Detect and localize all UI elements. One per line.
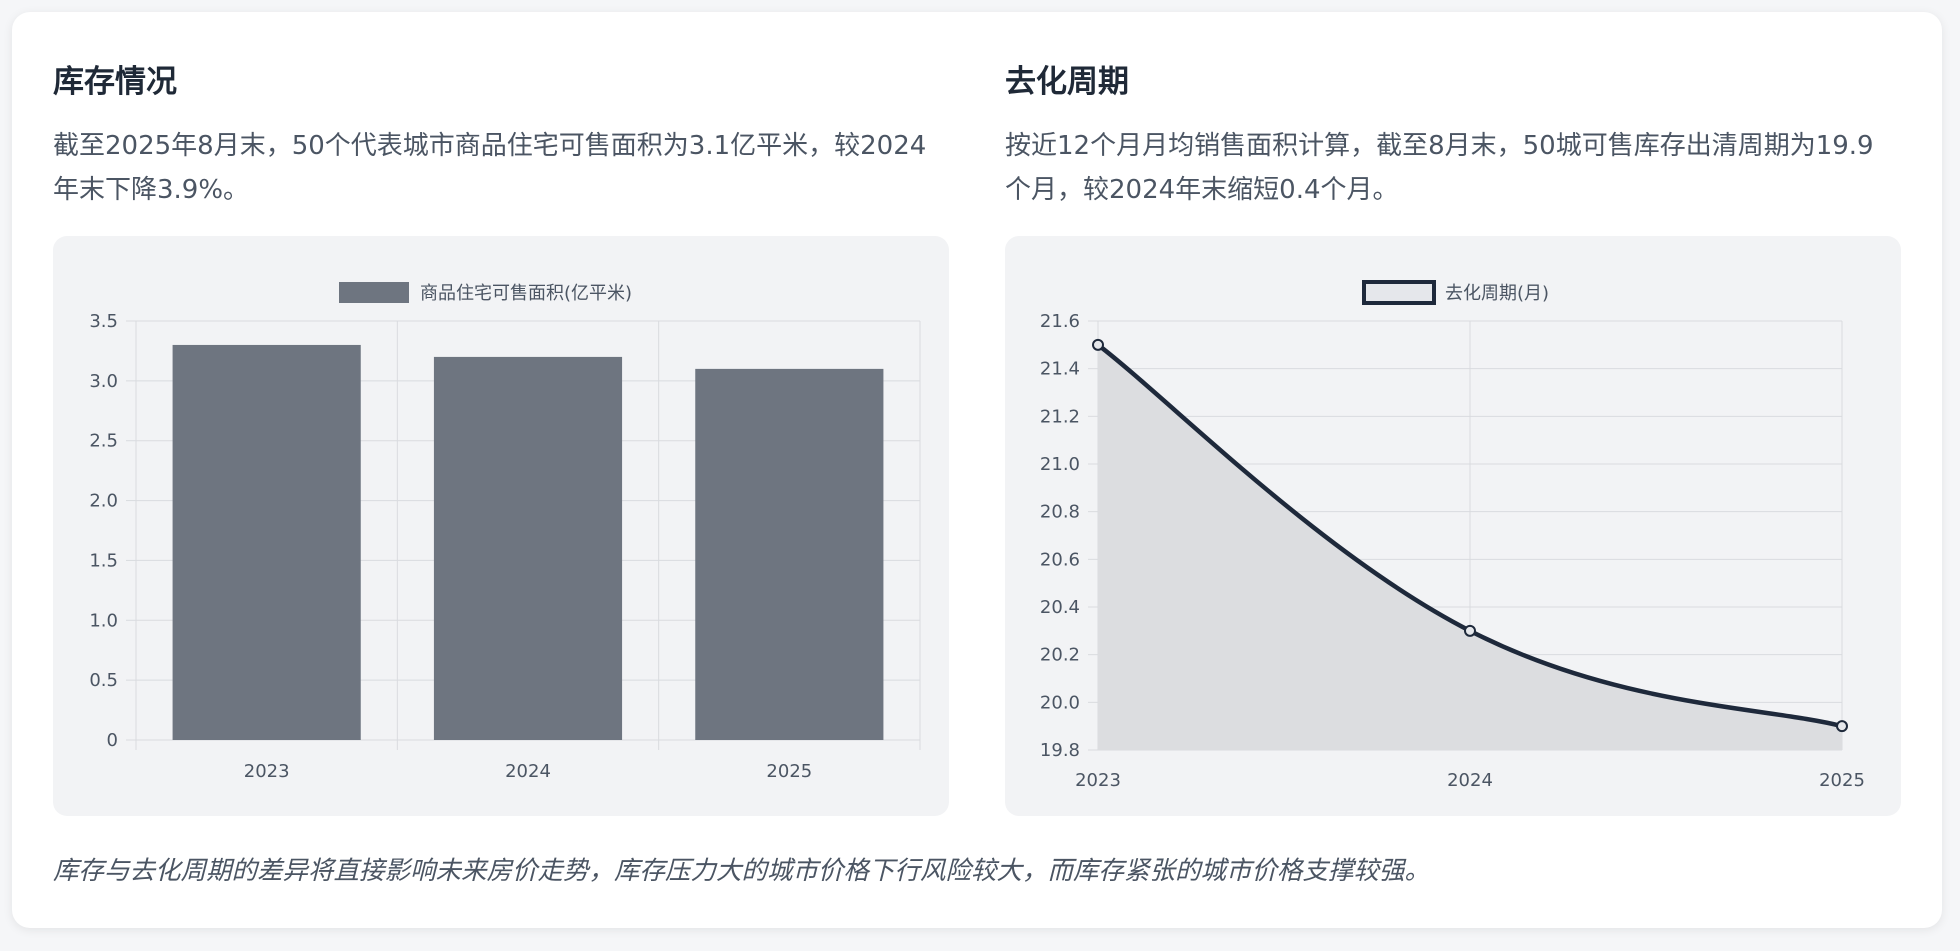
y-tick-label: 19.8 (1040, 740, 1080, 761)
y-tick-label: 21.4 (1040, 359, 1080, 380)
y-tick-label: 20.6 (1040, 549, 1080, 570)
inventory-bar-chart: 0 0.5 1.0 1.5 2.0 2.5 3.0 3.5 2023 2024 2025 商品住宅可售… (89, 282, 921, 782)
cycle-heading: 去化周期 (1005, 64, 1129, 100)
legend-swatch (339, 282, 409, 303)
area-fill (1098, 344, 1842, 750)
point-2023 (1092, 338, 1104, 351)
y-tick-label: 21.6 (1040, 311, 1080, 332)
y-tick-label: 1.0 (89, 610, 118, 631)
point-2025 (1836, 720, 1848, 733)
legend-swatch (1362, 280, 1436, 305)
y-tick-label: 21.0 (1040, 454, 1080, 475)
x-tick-label: 2025 (766, 761, 812, 782)
x-tick-label: 2024 (505, 761, 551, 782)
legend-label: 去化周期(月) (1445, 283, 1549, 304)
y-tick-label: 20.0 (1040, 692, 1080, 713)
footer-note: 库存与去化周期的差异将直接影响未来房价走势，库存压力大的城市价格下行风险较大，而… (53, 856, 1431, 886)
x-tick-label: 2023 (1075, 770, 1121, 791)
y-tick-label: 3.0 (89, 371, 118, 392)
y-tick-label: 2.0 (89, 491, 118, 512)
content-card: 库存情况 截至2025年8月末，50个代表城市商品住宅可售面积为3.1亿平米，较… (12, 12, 1942, 928)
x-tick-label: 2025 (1819, 770, 1865, 791)
y-tick-label: 20.2 (1040, 645, 1080, 666)
y-tick-label: 21.2 (1040, 406, 1080, 427)
y-tick-label: 0.5 (89, 670, 118, 691)
legend-label: 商品住宅可售面积(亿平米) (420, 283, 632, 304)
y-tick-label: 2.5 (89, 431, 118, 452)
cycle-description: 按近12个月月均销售面积计算，截至8月末，50城可售库存出清周期为19.9个月，… (1005, 131, 1874, 205)
inventory-chart-panel: 0 0.5 1.0 1.5 2.0 2.5 3.0 3.5 2023 2024 2025 商品住宅可售… (53, 236, 949, 816)
bar-2024 (433, 356, 623, 740)
x-tick-label: 2024 (1447, 770, 1493, 791)
y-tick-label: 20.4 (1040, 597, 1080, 618)
cycle-chart-panel: 19.8 20.0 20.2 20.4 20.6 20.8 21.0 21.2 21.4 21.6… (1005, 236, 1901, 816)
bar-2025 (695, 368, 884, 740)
point-2024 (1464, 624, 1476, 637)
y-tick-label: 0 (107, 730, 118, 751)
y-tick-label: 1.5 (89, 550, 118, 571)
inventory-heading: 库存情况 (53, 64, 177, 100)
x-tick-label: 2023 (244, 761, 290, 782)
cycle-area-chart: 19.8 20.0 20.2 20.4 20.6 20.8 21.0 21.2 21.4 21.6… (1040, 280, 1865, 791)
y-tick-label: 3.5 (89, 311, 118, 332)
inventory-description: 截至2025年8月末，50个代表城市商品住宅可售面积为3.1亿平米，较2024年… (53, 131, 927, 205)
y-tick-label: 20.8 (1040, 502, 1080, 523)
bar-2023 (172, 344, 361, 740)
